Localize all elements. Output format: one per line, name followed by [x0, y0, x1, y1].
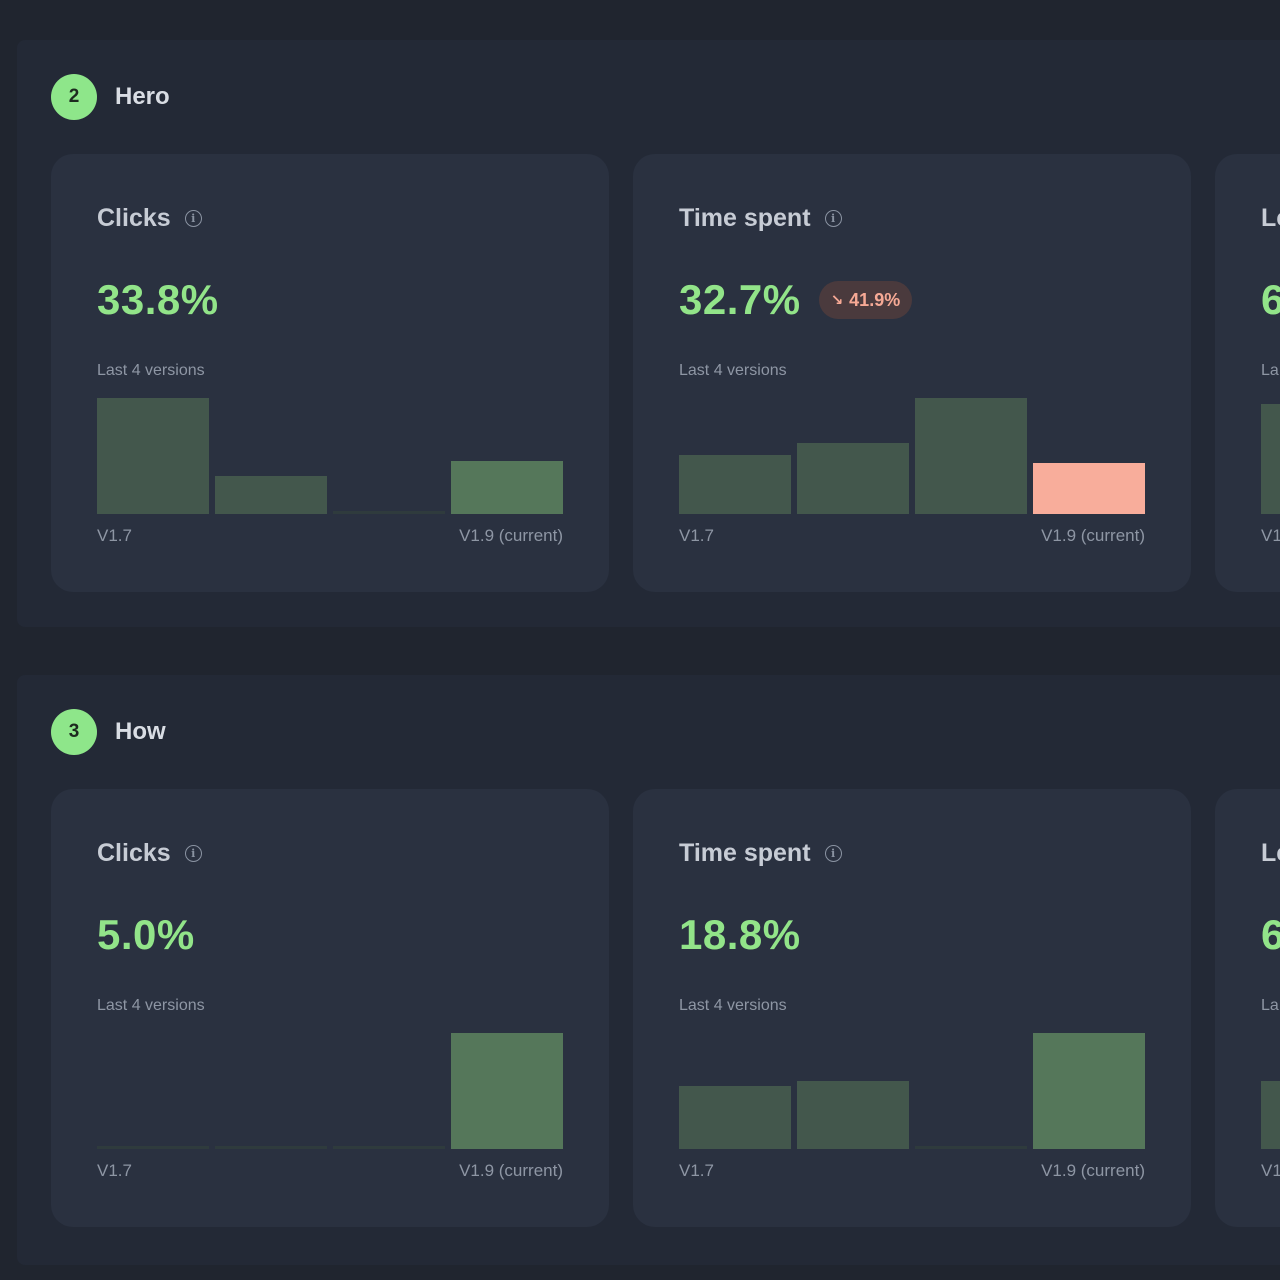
- chart-bar[interactable]: [1261, 1081, 1280, 1149]
- x-axis-start-label: V1: [1261, 1161, 1280, 1180]
- metric-value: 33.8%: [97, 276, 219, 323]
- section-title: Hero: [115, 83, 170, 110]
- section-header: 2 Hero: [51, 74, 170, 120]
- version-bar-chart: [679, 1025, 1146, 1149]
- arrow-down-right-icon: ↘: [830, 292, 844, 309]
- x-axis-end-label: V1.9 (current): [1041, 526, 1145, 545]
- metric-card: Le 6 La V1: [1215, 154, 1280, 592]
- chart-caption: La: [1261, 362, 1279, 379]
- info-icon[interactable]: i: [824, 845, 842, 862]
- x-axis-start-label: V1: [1261, 526, 1280, 545]
- metric-card: Time spent i 18.8% Last 4 versions V1.7 V1.9 …: [633, 789, 1191, 1227]
- chart-caption: Last 4 versions: [97, 362, 205, 379]
- chart-bar[interactable]: [451, 1033, 563, 1149]
- x-axis-start-label: V1.7: [97, 1161, 132, 1180]
- version-bar-chart: [97, 390, 564, 514]
- delta-badge: ↘ 41.9%: [818, 281, 913, 319]
- metric-title: Clicks i: [97, 204, 202, 233]
- metric-title-label: Le: [1261, 839, 1280, 867]
- chart-bar[interactable]: [451, 461, 563, 514]
- metric-value-row: 33.8%: [97, 276, 219, 324]
- delta-value: 41.9%: [849, 289, 901, 310]
- section-number-badge: 3: [51, 709, 97, 755]
- metric-title: Le: [1261, 839, 1280, 868]
- chart-bar[interactable]: [215, 476, 327, 514]
- chart-caption: Last 4 versions: [97, 997, 205, 1014]
- chart-bar[interactable]: [333, 511, 445, 514]
- metric-card: Time spent i 32.7% ↘ 41.9% Last 4 versions V1.…: [633, 154, 1191, 592]
- chart-bar[interactable]: [1033, 463, 1145, 514]
- metrics-section: 3 How Clicks i 5.0% Last 4 versions V1.7 V1.9 (…: [17, 675, 1280, 1265]
- version-bar-chart: [97, 1025, 564, 1149]
- metric-title: Le: [1261, 204, 1280, 233]
- chart-bar[interactable]: [1033, 1033, 1145, 1149]
- chart-bar[interactable]: [97, 398, 209, 514]
- metric-title-label: Clicks: [97, 839, 171, 867]
- chart-bar[interactable]: [215, 1146, 327, 1149]
- metric-value-row: 5.0%: [97, 911, 195, 959]
- x-axis-end-label: V1.9 (current): [1041, 1161, 1145, 1180]
- metric-title: Time spent i: [679, 839, 842, 868]
- info-icon[interactable]: i: [184, 210, 202, 227]
- chart-bar[interactable]: [679, 1086, 791, 1149]
- chart-bar[interactable]: [797, 1081, 909, 1149]
- metric-card: Clicks i 5.0% Last 4 versions V1.7 V1.9 (curr…: [51, 789, 609, 1227]
- chart-bar[interactable]: [915, 1146, 1027, 1149]
- metric-title-label: Time spent: [679, 839, 811, 867]
- chart-bar[interactable]: [97, 1146, 209, 1149]
- info-icon[interactable]: i: [824, 210, 842, 227]
- metric-value: 6: [1261, 911, 1280, 958]
- section-header: 3 How: [51, 709, 166, 755]
- x-axis-start-label: V1.7: [679, 1161, 714, 1180]
- version-bar-chart: [679, 390, 1146, 514]
- metric-title: Time spent i: [679, 204, 842, 233]
- section-number-badge: 2: [51, 74, 97, 120]
- x-axis-start-label: V1.7: [97, 526, 132, 545]
- metric-card: Le 6 La V1: [1215, 789, 1280, 1227]
- metric-value-row: 6: [1261, 911, 1280, 959]
- metric-value-row: 18.8%: [679, 911, 801, 959]
- metric-title-label: Time spent: [679, 204, 811, 232]
- chart-bar[interactable]: [1261, 404, 1280, 514]
- info-icon[interactable]: i: [184, 845, 202, 862]
- chart-bar[interactable]: [915, 398, 1027, 514]
- section-title: How: [115, 718, 166, 745]
- metric-title: Clicks i: [97, 839, 202, 868]
- chart-caption: Last 4 versions: [679, 997, 787, 1014]
- version-bar-chart: [1261, 390, 1280, 514]
- x-axis-start-label: V1.7: [679, 526, 714, 545]
- chart-bar[interactable]: [333, 1146, 445, 1149]
- metric-value-row: 6: [1261, 276, 1280, 324]
- metrics-section: 2 Hero Clicks i 33.8% Last 4 versions V1.7 V1.9…: [17, 40, 1280, 627]
- version-bar-chart: [1261, 1025, 1280, 1149]
- chart-bar[interactable]: [797, 443, 909, 514]
- chart-caption: Last 4 versions: [679, 362, 787, 379]
- x-axis-end-label: V1.9 (current): [459, 1161, 563, 1180]
- metric-value: 18.8%: [679, 911, 801, 958]
- metric-title-label: Clicks: [97, 204, 171, 232]
- metric-card: Clicks i 33.8% Last 4 versions V1.7 V1.9 (cur…: [51, 154, 609, 592]
- x-axis-end-label: V1.9 (current): [459, 526, 563, 545]
- metric-title-label: Le: [1261, 204, 1280, 232]
- chart-caption: La: [1261, 997, 1279, 1014]
- chart-bar[interactable]: [679, 455, 791, 514]
- metric-value: 32.7%: [679, 276, 801, 323]
- metric-value: 6: [1261, 276, 1280, 323]
- metric-value: 5.0%: [97, 911, 195, 958]
- metric-value-row: 32.7% ↘ 41.9%: [679, 276, 913, 324]
